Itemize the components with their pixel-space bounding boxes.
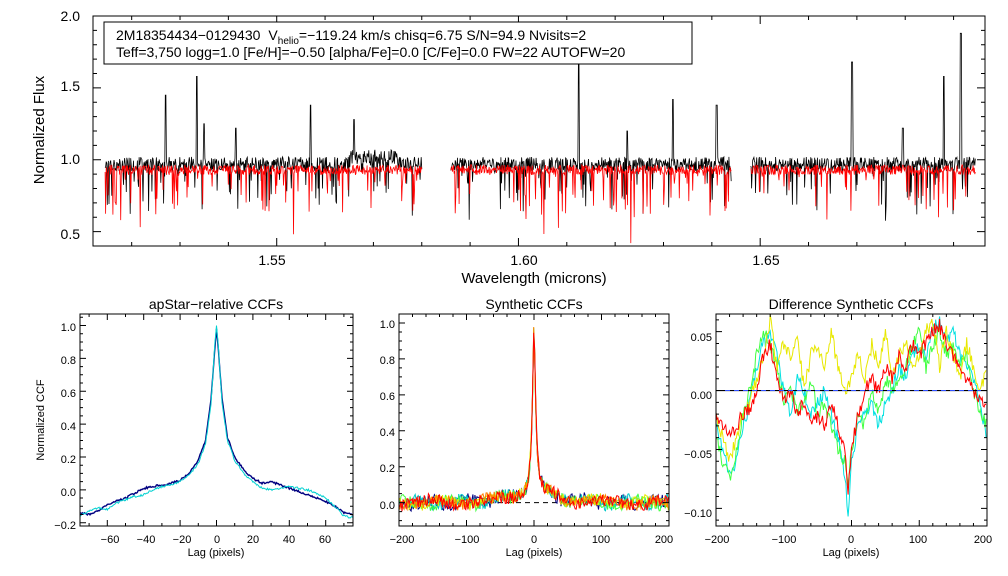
difference-ccf-xtick-1: −200	[705, 534, 730, 546]
difference-ccf-xtick-3: 0	[848, 534, 854, 546]
difference-ccf-ytick-2: −0.05	[684, 449, 712, 461]
synthetic-ccf-xtick-2: −100	[455, 534, 480, 546]
synthetic-ccf-xtick-3: 0	[531, 534, 537, 546]
difference-ccf-ytick-1: −0.10	[684, 508, 712, 520]
apstar-ccf-xtick-3: −20	[173, 534, 192, 546]
apstar-ccf-ytick-1: −0.2	[54, 520, 76, 532]
ccf-panel-synthetic: Synthetic CCFs −200 −100 0 100 200 0.0 0…	[380, 296, 673, 559]
difference-ccf-title: Difference Synthetic CCFs	[769, 296, 934, 312]
synthetic-ccf-xtick-1: −200	[390, 534, 415, 546]
spectrum-model-line	[104, 163, 976, 244]
apstar-ccf-xtick-1: −60	[101, 534, 120, 546]
info-box	[103, 21, 693, 65]
difference-ccf-series-group	[716, 314, 987, 517]
apstar-ccf-ytick-3: 0.2	[61, 454, 76, 466]
spectrum-x-axis-label: Wavelength (microns)	[461, 270, 606, 287]
apstar-ccf-xtick-4: 0	[214, 534, 220, 546]
apstar-ccf-y-axis-label: Normalized CCF	[35, 379, 47, 461]
ccf-panel-apstar: apStar−relative CCFs −60 −40 −20 0 20 40…	[35, 296, 354, 559]
spectrum-y-axis-label: Normalized Flux	[31, 75, 48, 184]
difference-ccf-xtick-4: 100	[909, 534, 927, 546]
spectrum-ytick-label-4: 2.0	[61, 8, 81, 24]
synthetic-ccf-ytick-2: 0.2	[380, 463, 395, 475]
difference-ccf-xtick-2: −100	[772, 534, 797, 546]
synthetic-ccf-x-axis-label: Lag (pixels)	[506, 547, 563, 559]
apstar-ccf-ytick-2: 0.0	[61, 487, 76, 499]
spectrum-ytick-label-3: 1.5	[61, 78, 81, 94]
spectrum-series-group	[104, 32, 976, 244]
apstar-ccf-frame	[79, 313, 354, 527]
difference-ccf-ytick-3: 0.00	[691, 390, 712, 402]
apstar-ccf-ytick-5: 0.6	[61, 388, 76, 400]
synthetic-ccf-ytick-3: 0.4	[380, 427, 395, 439]
spectrum-xtick-label-2: 1.60	[510, 252, 537, 268]
apstar-ccf-ticks	[80, 314, 353, 526]
apstar-ccf-series-group	[80, 325, 353, 519]
spectrum-ytick-label-2: 1.0	[61, 151, 81, 167]
info-line-2: Teff=3,750 logg=1.0 [Fe/H]=−0.50 [alpha/…	[116, 44, 625, 60]
spectrum-ytick-label-1: 0.5	[61, 226, 81, 242]
apstar-ccf-ytick-7: 1.0	[61, 322, 76, 334]
axis-ticks	[398, 314, 670, 526]
apstar-ccf-xtick-5: 20	[247, 534, 259, 546]
synthetic-ccf-synthetic-1-line	[399, 341, 669, 513]
synthetic-ccf-xtick-5: 200	[655, 534, 673, 546]
difference-ccf-xtick-5: 200	[974, 534, 992, 546]
axis-ticks	[715, 314, 988, 526]
synthetic-ccf-series-group	[399, 326, 669, 513]
v-helio-subscript: helio	[278, 36, 300, 47]
apstar-ccf-xtick-7: 60	[319, 534, 331, 546]
object-id: 2M18354434−0129430	[116, 27, 261, 43]
spectrum-panel: 1.55 1.60 1.65 0.5 1.0 1.5 2.0 Wavelengt…	[31, 8, 986, 287]
synthetic-ccf-xtick-4: 100	[592, 534, 610, 546]
spectrum-xtick-label-1: 1.55	[258, 252, 285, 268]
spectrum-ticks	[93, 15, 985, 247]
synthetic-ccf-ytick-6: 1.0	[380, 319, 395, 331]
apstar-ccf-visit-1-line	[80, 328, 353, 516]
difference-ccf-ytick-4: 0.05	[691, 332, 712, 344]
apstar-ccf-xtick-2: −40	[137, 534, 156, 546]
synthetic-ccf-ytick-5: 0.8	[380, 355, 395, 367]
apstar-ccf-ytick-6: 0.8	[61, 355, 76, 367]
apstar-ccf-xtick-6: 40	[283, 534, 295, 546]
synthetic-ccf-ytick-4: 0.6	[380, 391, 395, 403]
apstar-ccf-visit-2-line	[80, 325, 353, 519]
difference-ccf-ticks	[715, 314, 988, 526]
synthetic-ccf-synthetic-6-line	[399, 332, 669, 512]
axis-ticks	[80, 314, 353, 526]
apstar-ccf-x-axis-label: Lag (pixels)	[188, 547, 245, 559]
spectrum-xtick-label-3: 1.65	[752, 252, 779, 268]
synthetic-ccf-title: Synthetic CCFs	[485, 296, 582, 312]
axis-ticks	[93, 15, 985, 247]
synthetic-ccf-ytick-1: 0.0	[380, 500, 395, 512]
ccf-panel-difference: Difference Synthetic CCFs −200 −100 0 10…	[684, 296, 992, 559]
info-line-1: 2M18354434−0129430 Vhelio=−119.24 km/s ch…	[116, 27, 586, 47]
difference-ccf-diff-red-line	[716, 318, 987, 495]
difference-ccf-x-axis-label: Lag (pixels)	[823, 547, 880, 559]
apstar-ccf-title: apStar−relative CCFs	[149, 296, 283, 312]
synthetic-ccf-ticks	[398, 314, 670, 526]
apstar-ccf-ytick-4: 0.4	[61, 421, 76, 433]
